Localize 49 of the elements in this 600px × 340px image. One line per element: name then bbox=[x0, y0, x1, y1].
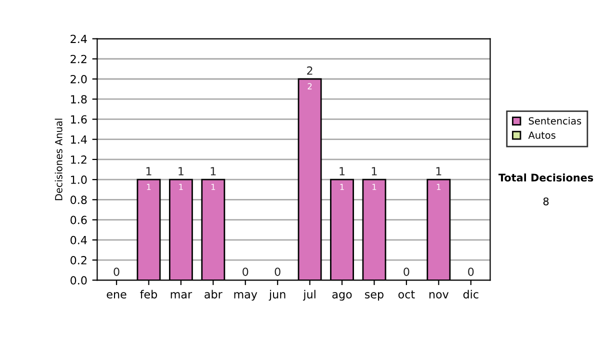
y-axis-title: Decisiones Anual bbox=[54, 118, 62, 200]
x-tick-label: may bbox=[234, 292, 258, 301]
x-tick-label: dic bbox=[463, 290, 478, 298]
data-label: 2 bbox=[308, 83, 312, 90]
total-label: 1 bbox=[178, 167, 184, 176]
text: 0.2 bbox=[70, 256, 86, 264]
x-tick-label: jul bbox=[303, 290, 316, 301]
data-label: 1 bbox=[179, 184, 183, 190]
text: 8 bbox=[543, 197, 549, 206]
text: 1.8 bbox=[71, 95, 87, 104]
x-tick-label: mar bbox=[170, 292, 192, 298]
total-label: 1 bbox=[436, 167, 442, 176]
text: 0.8 bbox=[70, 196, 87, 204]
x-tick-label: ago bbox=[332, 292, 352, 301]
data-label: 1 bbox=[147, 184, 151, 190]
text: 1.2 bbox=[71, 155, 86, 164]
text: 1.6 bbox=[71, 115, 87, 124]
text: Total Decisiones bbox=[498, 173, 594, 182]
legend-label: Autos bbox=[528, 132, 556, 139]
legend-label: Sentencias bbox=[528, 117, 582, 125]
total-label: 1 bbox=[372, 167, 377, 176]
text: 1.4 bbox=[71, 135, 87, 144]
total-label: 0 bbox=[468, 268, 474, 276]
text: 0.6 bbox=[70, 216, 87, 224]
total-label: 1 bbox=[210, 167, 216, 176]
text: 1.0 bbox=[71, 176, 87, 184]
x-tick-label: nov bbox=[429, 292, 449, 298]
total-label: 1 bbox=[146, 167, 152, 176]
data-label: 1 bbox=[372, 184, 376, 190]
x-tick-label: feb bbox=[140, 290, 158, 298]
text: 2.4 bbox=[70, 34, 87, 43]
x-tick-label: oct bbox=[398, 290, 415, 298]
text: 0.4 bbox=[70, 236, 87, 244]
data-label: 1 bbox=[211, 184, 216, 190]
text: 2.0 bbox=[70, 74, 87, 84]
x-tick-label: abr bbox=[204, 290, 222, 298]
total-label: 0 bbox=[242, 268, 248, 276]
x-tick-label: jun bbox=[268, 290, 286, 301]
x-tick-label: ene bbox=[106, 292, 126, 298]
total-label: 1 bbox=[340, 167, 345, 176]
data-label: 1 bbox=[340, 184, 344, 190]
text: 0.0 bbox=[70, 276, 87, 285]
data-label: 1 bbox=[436, 184, 441, 190]
text: 2.2 bbox=[70, 54, 86, 64]
total-label: 0 bbox=[404, 268, 410, 276]
total-label: 0 bbox=[274, 268, 280, 276]
total-label: 2 bbox=[307, 66, 312, 75]
total-label: 0 bbox=[114, 268, 120, 276]
x-tick-label: sep bbox=[364, 292, 384, 301]
